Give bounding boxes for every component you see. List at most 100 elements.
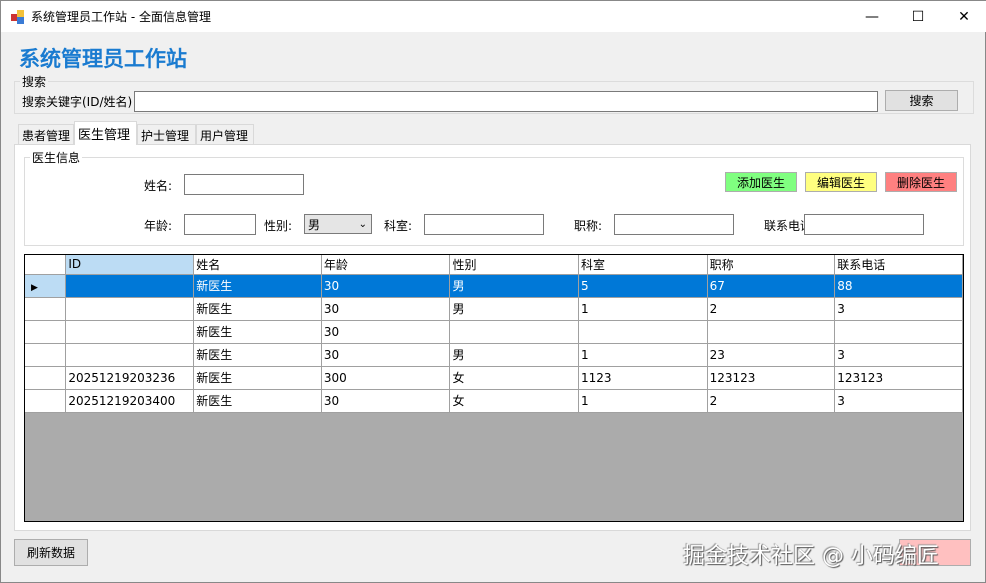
table-cell[interactable]: 男 xyxy=(449,342,580,367)
doctor-grid[interactable]: ID 姓名 年龄 性别 科室 职称 联系电话 ▶ 新医生 30 男 5 67 88 新医生 30 男 1 2 3 新医… xyxy=(24,254,964,522)
table-cell[interactable]: 1123 xyxy=(578,365,708,390)
tab-doctors[interactable]: 医生管理 xyxy=(74,121,137,145)
column-header[interactable]: 年龄 xyxy=(320,255,451,275)
title-bar: 系统管理员工作站 - 全面信息管理 — ☐ ✕ xyxy=(1,1,986,32)
chevron-down-icon: ⌄ xyxy=(358,218,367,230)
table-cell[interactable]: 5 xyxy=(578,273,708,298)
table-cell[interactable]: 1 xyxy=(578,342,708,367)
row-header[interactable] xyxy=(25,342,67,367)
gender-value: 男 xyxy=(308,217,321,232)
column-header[interactable]: ID xyxy=(65,255,195,275)
column-header[interactable]: 科室 xyxy=(578,255,708,275)
age-label: 年龄: xyxy=(144,219,173,233)
name-input[interactable] xyxy=(184,174,304,195)
row-header[interactable] xyxy=(25,296,67,321)
table-cell[interactable]: 女 xyxy=(449,388,580,413)
close-button[interactable]: ✕ xyxy=(958,8,970,25)
column-header[interactable]: 职称 xyxy=(706,255,836,275)
table-cell[interactable]: 30 xyxy=(320,388,451,413)
name-label: 姓名: xyxy=(144,179,173,193)
doctor-info-group xyxy=(24,157,964,246)
table-cell[interactable]: 1 xyxy=(578,296,708,321)
phone-input[interactable] xyxy=(804,214,924,235)
row-header-corner xyxy=(25,255,67,275)
search-group xyxy=(14,81,974,114)
table-cell[interactable]: 123123 xyxy=(834,365,963,390)
table-cell[interactable]: 新医生 xyxy=(193,365,322,390)
tab-patients[interactable]: 患者管理 xyxy=(18,124,74,144)
table-cell[interactable] xyxy=(706,319,836,344)
search-input[interactable] xyxy=(134,91,878,112)
table-cell[interactable]: 30 xyxy=(320,273,451,298)
table-cell[interactable] xyxy=(65,296,195,321)
age-input[interactable] xyxy=(184,214,256,235)
table-row[interactable]: ▶ 新医生 30 男 5 67 88 xyxy=(25,273,963,298)
table-cell[interactable] xyxy=(65,342,195,367)
table-cell[interactable]: 23 xyxy=(706,342,836,367)
table-cell[interactable]: 新医生 xyxy=(193,273,322,298)
table-cell[interactable]: 300 xyxy=(320,365,451,390)
table-row[interactable]: 20251219203400 新医生 30 女 1 2 3 xyxy=(25,388,963,413)
table-cell[interactable]: 3 xyxy=(834,388,963,413)
table-row[interactable]: 新医生 30 xyxy=(25,319,963,344)
tab-nurses[interactable]: 护士管理 xyxy=(137,124,196,144)
search-label: 搜索关键字(ID/姓名) xyxy=(22,95,133,109)
table-cell[interactable] xyxy=(449,319,580,344)
refresh-button[interactable]: 刷新数据 xyxy=(14,539,88,566)
column-header[interactable]: 性别 xyxy=(449,255,580,275)
table-cell[interactable]: 女 xyxy=(449,365,580,390)
table-cell[interactable]: 30 xyxy=(320,296,451,321)
table-cell[interactable]: 30 xyxy=(320,342,451,367)
column-header[interactable]: 姓名 xyxy=(193,255,322,275)
row-header[interactable] xyxy=(25,319,67,344)
table-cell[interactable]: 3 xyxy=(834,342,963,367)
doctor-table: ID 姓名 年龄 性别 科室 职称 联系电话 ▶ 新医生 30 男 5 67 88 新医生 30 男 1 2 3 新医… xyxy=(25,255,963,413)
column-header[interactable]: 联系电话 xyxy=(834,255,963,275)
page-title: 系统管理员工作站 xyxy=(19,47,187,71)
title-input[interactable] xyxy=(614,214,734,235)
table-cell[interactable]: 88 xyxy=(834,273,963,298)
edit-doctor-button[interactable]: 编辑医生 xyxy=(805,172,877,192)
gender-label: 性别: xyxy=(264,219,293,233)
table-cell[interactable]: 20251219203236 xyxy=(65,365,195,390)
tab-users[interactable]: 用户管理 xyxy=(196,124,254,144)
table-cell[interactable]: 20251219203400 xyxy=(65,388,195,413)
table-cell[interactable]: 123123 xyxy=(706,365,836,390)
table-cell[interactable]: 新医生 xyxy=(193,388,322,413)
table-cell[interactable]: 新医生 xyxy=(193,342,322,367)
title-label: 职称: xyxy=(574,219,603,233)
row-header[interactable]: ▶ xyxy=(25,273,67,298)
dept-input[interactable] xyxy=(424,214,544,235)
table-cell[interactable]: 2 xyxy=(706,388,836,413)
maximize-button[interactable]: ☐ xyxy=(911,8,925,25)
table-row[interactable]: 新医生 30 男 1 2 3 xyxy=(25,296,963,321)
bottom-right-button[interactable] xyxy=(899,539,971,566)
doctor-info-label: 医生信息 xyxy=(30,149,83,166)
window-title: 系统管理员工作站 - 全面信息管理 xyxy=(31,10,211,24)
table-cell[interactable] xyxy=(65,319,195,344)
table-cell[interactable]: 3 xyxy=(834,296,963,321)
table-cell[interactable]: 30 xyxy=(320,319,451,344)
table-cell[interactable]: 67 xyxy=(706,273,836,298)
table-cell[interactable]: 新医生 xyxy=(193,319,322,344)
table-cell[interactable]: 男 xyxy=(449,296,580,321)
delete-doctor-button[interactable]: 删除医生 xyxy=(885,172,957,192)
table-cell[interactable]: 新医生 xyxy=(193,296,322,321)
phone-label: 联系电话 xyxy=(764,219,813,233)
search-group-label: 搜索 xyxy=(20,73,49,90)
table-cell[interactable] xyxy=(65,273,195,298)
watermark: 掘金技术社区 @ 小码编匠 xyxy=(683,544,939,569)
table-cell[interactable]: 1 xyxy=(578,388,708,413)
table-row[interactable]: 20251219203236 新医生 300 女 1123 123123 123123 xyxy=(25,365,963,390)
search-button[interactable]: 搜索 xyxy=(885,90,958,111)
table-cell[interactable]: 2 xyxy=(706,296,836,321)
gender-select[interactable]: 男 ⌄ xyxy=(304,214,372,234)
add-doctor-button[interactable]: 添加医生 xyxy=(725,172,797,192)
table-cell[interactable] xyxy=(578,319,708,344)
row-header[interactable] xyxy=(25,388,67,413)
table-row[interactable]: 新医生 30 男 1 23 3 xyxy=(25,342,963,367)
minimize-button[interactable]: — xyxy=(865,8,879,25)
row-header[interactable] xyxy=(25,365,67,390)
table-cell[interactable]: 男 xyxy=(449,273,580,298)
table-cell[interactable] xyxy=(834,319,963,344)
